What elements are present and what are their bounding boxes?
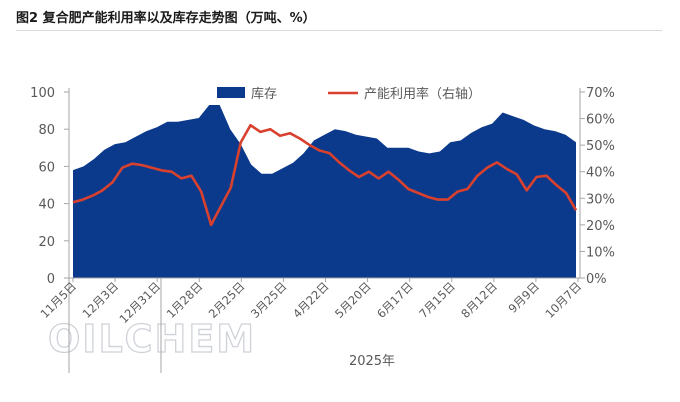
- x-axis-tick-label: 7月15日: [416, 279, 458, 321]
- legend-swatch-inventory: [217, 87, 245, 98]
- x-axis-tick-label: 12月3日: [80, 279, 122, 321]
- right-axis-tick-label: 10%: [586, 245, 615, 260]
- right-axis-tick-label: 30%: [586, 192, 615, 207]
- plot-area: [72, 105, 578, 278]
- left-axis-tick-label: 100: [30, 86, 55, 101]
- x-axis-tick-label: 1月28日: [164, 279, 206, 321]
- x-axis-tick-label: 6月17日: [374, 279, 416, 321]
- x-axis-tick-label: 4月22日: [290, 279, 332, 321]
- right-axis-tick-label: 60%: [586, 113, 615, 128]
- right-axis-tick-label: 20%: [586, 219, 615, 234]
- left-axis-tick-label: 60: [38, 160, 55, 175]
- oilchem-watermark: OILCHEM: [48, 317, 256, 361]
- x-axis-tick-label: 2月25日: [206, 279, 248, 321]
- left-axis-tick-label: 0: [47, 272, 55, 287]
- legend: 库存 产能利用率（右轴）: [217, 86, 481, 102]
- right-axis-tick-label: 0%: [586, 272, 607, 287]
- x-axis-tick-label: 8月12日: [458, 279, 500, 321]
- x-axis-tick-label: 10月7日: [542, 279, 584, 321]
- legend-label-utilization: 产能利用率（右轴）: [364, 86, 481, 102]
- right-axis-tick-label: 70%: [586, 86, 615, 101]
- x-axis-tick-label: 11月5日: [37, 279, 79, 321]
- series-area-inventory: [73, 105, 576, 278]
- x-axis-tick-label: 9月9日: [506, 279, 543, 316]
- right-axis-tick-label: 40%: [586, 166, 615, 181]
- legend-label-inventory: 库存: [251, 86, 277, 102]
- title-divider: [16, 30, 662, 31]
- left-axis-tick-label: 40: [38, 198, 55, 213]
- series-line-utilization: [72, 123, 578, 227]
- left-axis-tick-label: 20: [38, 235, 55, 250]
- watermark-layer: OILCHEM: [47, 316, 256, 361]
- chart-title: 图2 复合肥产能利用率以及库存走势图（万吨、%）: [16, 11, 316, 26]
- x-axis-tick-label: 5月20日: [332, 279, 374, 321]
- x-axis-tick-label: 3月25日: [248, 279, 290, 321]
- x-axis-year-label: 2025年: [349, 354, 395, 369]
- right-axis-tick-label: 50%: [586, 139, 615, 154]
- left-axis-tick-label: 80: [38, 123, 55, 138]
